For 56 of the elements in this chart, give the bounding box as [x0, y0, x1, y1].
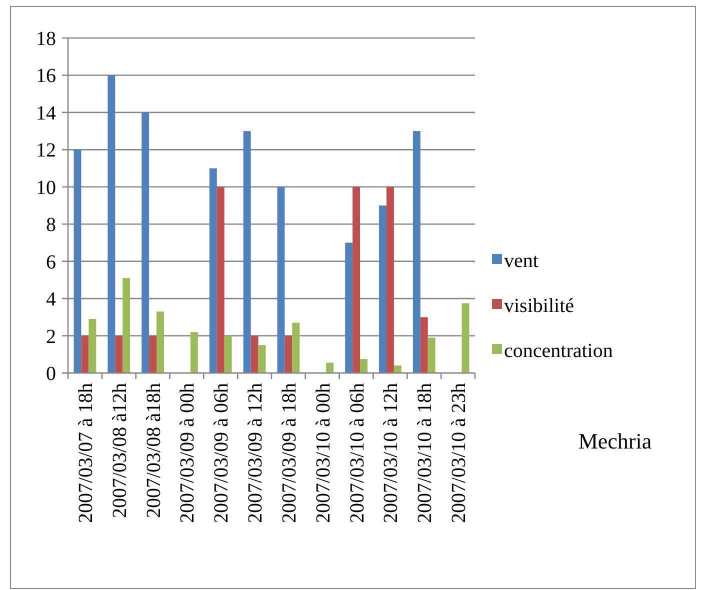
- x-tick-label: 2007/03/07 à 18h: [74, 383, 97, 523]
- x-tick-label: 2007/03/10 à 12h: [380, 383, 402, 523]
- legend-label: concentration: [504, 340, 613, 362]
- legend-label: visibilité: [504, 295, 574, 317]
- legend-label: vent: [504, 250, 539, 272]
- bar: [284, 336, 292, 373]
- bar: [250, 336, 258, 373]
- y-tick-label: 0: [46, 363, 56, 385]
- y-tick-label: 10: [36, 176, 56, 199]
- bar: [394, 366, 402, 373]
- bar: [352, 186, 360, 373]
- bar: [149, 336, 157, 373]
- y-tick-label: 12: [36, 140, 56, 162]
- y-tick-label: 16: [36, 65, 56, 88]
- bar: [209, 168, 217, 373]
- x-tick-label: 2007/03/09 à 06h: [210, 383, 233, 523]
- bar: [81, 336, 89, 373]
- bar: [462, 303, 470, 373]
- y-tick-label: 6: [46, 251, 56, 274]
- bar: [258, 345, 266, 373]
- x-tick-label: 2007/03/09 à 12h: [244, 383, 267, 523]
- text: Mechria: [578, 428, 652, 454]
- y-tick-label: 4: [46, 288, 56, 311]
- x-tick-label: 2007/03/09 à 00h: [176, 383, 199, 523]
- y-tick-label: 8: [46, 214, 56, 236]
- y-tick-label: 2: [46, 326, 56, 348]
- bar: [360, 359, 368, 373]
- bar: [122, 278, 130, 373]
- bar: [108, 75, 116, 373]
- x-tick-label: 2007/03/10 à 00h: [312, 383, 334, 523]
- bar: [88, 319, 96, 373]
- bar: [292, 322, 300, 373]
- bar: [224, 336, 232, 373]
- bar: [156, 312, 164, 373]
- bar: [420, 317, 428, 373]
- bar: [74, 150, 82, 373]
- bar: [142, 112, 150, 373]
- bar: [277, 186, 285, 373]
- bar: [412, 131, 420, 373]
- x-tick-label: 2007/03/08 à12h: [108, 383, 131, 518]
- bar: [190, 332, 198, 373]
- x-tick-label: 2007/03/10 à 06h: [346, 383, 368, 523]
- y-tick-label: 18: [36, 28, 56, 50]
- x-tick-label: 2007/03/09 à 18h: [278, 383, 300, 523]
- bar: [326, 362, 334, 373]
- bar: [216, 186, 224, 373]
- bar: [379, 206, 386, 373]
- bar: [428, 338, 436, 373]
- x-tick-label: 2007/03/08 à18h: [142, 383, 165, 518]
- bar: [345, 242, 353, 373]
- x-tick-label: 2007/03/10 à 18h: [414, 383, 436, 523]
- bar: [386, 186, 394, 373]
- x-tick-label: 2007/03/10 à 23h: [448, 383, 470, 523]
- bar: [115, 336, 123, 373]
- bar: [243, 131, 251, 373]
- y-tick-label: 14: [36, 102, 56, 124]
